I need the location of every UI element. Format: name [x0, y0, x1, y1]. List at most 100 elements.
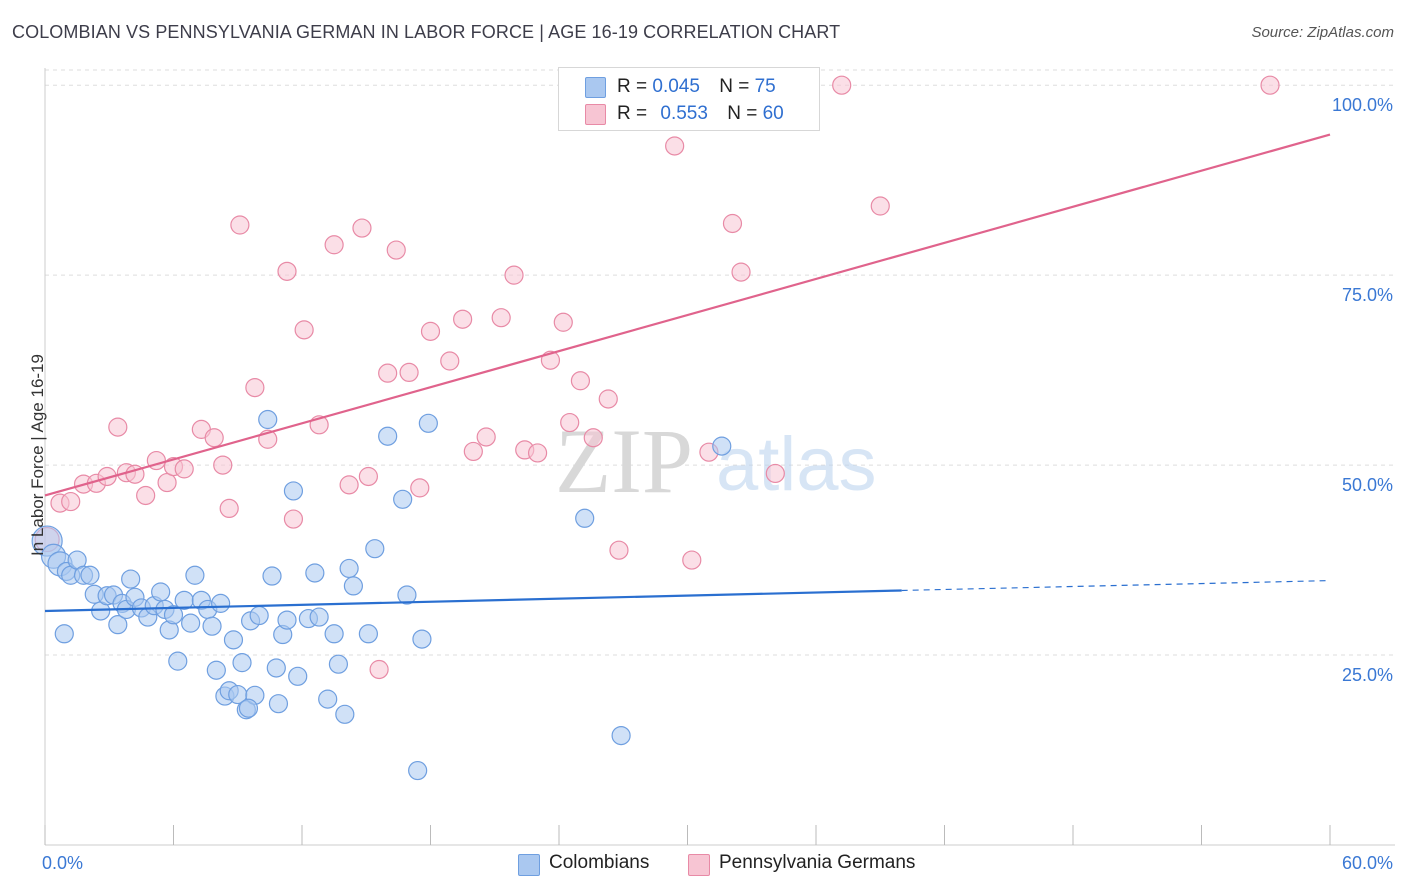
pa-german-point — [230, 215, 250, 235]
pa-german-point — [722, 213, 743, 234]
pa-german-point — [378, 363, 398, 383]
colombian-point — [262, 566, 282, 586]
pa-german-point — [570, 371, 591, 391]
pa-german-point — [136, 485, 156, 506]
n-value-pa-germans: 60 — [762, 103, 784, 124]
bottom-legend-colombians: Colombians — [549, 852, 650, 873]
tick-labels: 25.0% 50.0% 75.0% 100.0% 0.0% 60.0% — [42, 95, 1393, 873]
y-tick-label: 100.0% — [1332, 95, 1393, 115]
pa-german-point — [294, 320, 314, 340]
y-tick-label: 25.0% — [1342, 665, 1393, 685]
colombian-point — [288, 666, 308, 686]
colombian-trend-line — [44, 589, 902, 613]
n-label: N = — [727, 103, 758, 124]
colombian-point — [305, 563, 325, 583]
stats-legend: R = 0.045 N = 75 R = 0.553 N = 60 — [558, 67, 820, 131]
pa-german-point — [453, 309, 473, 329]
pa-german-point — [609, 540, 629, 560]
colombian-point — [151, 582, 171, 602]
colombian-point — [238, 698, 259, 718]
colombian-point — [318, 689, 338, 709]
n-label: N = — [719, 76, 750, 97]
pa-german-point — [339, 475, 359, 495]
colombian-point — [163, 605, 184, 625]
colombian-point — [328, 654, 349, 674]
colombian-point — [54, 624, 74, 644]
colombian-point — [121, 569, 141, 589]
y-tick-label: 50.0% — [1342, 475, 1393, 495]
pa-german-point — [682, 550, 702, 570]
pa-german-point — [731, 262, 751, 282]
bottom-legend-swatch-colombians — [518, 854, 540, 876]
pa-german-point — [204, 428, 224, 448]
colombian-point — [324, 624, 344, 644]
colombian-point — [418, 413, 438, 433]
pa-german-point — [245, 377, 265, 398]
pa-german-point — [870, 196, 890, 216]
n-value-colombians: 75 — [754, 76, 776, 97]
y-axis-label: In Labor Force | Age 16-19 — [28, 354, 47, 556]
colombian-point — [185, 565, 205, 585]
r-value-pa-germans: 0.553 — [660, 103, 708, 124]
chart-title: COLOMBIAN VS PENNSYLVANIA GERMAN IN LABO… — [12, 22, 841, 42]
pa-german-point — [476, 427, 496, 447]
pa-german-point — [369, 659, 389, 680]
colombian-point — [206, 660, 226, 680]
pa-german-point — [410, 478, 430, 498]
pa-german-point — [598, 389, 618, 409]
pa-german-point — [157, 472, 177, 493]
pa-german-point — [174, 459, 194, 479]
colombian-point — [249, 605, 269, 626]
source-label: Source: ZipAtlas.com — [1251, 24, 1394, 41]
pa-german-point — [463, 441, 483, 462]
pa-german-point — [219, 498, 239, 519]
trend-lines — [44, 133, 1331, 613]
colombian-point — [202, 616, 222, 636]
colombian-point — [258, 409, 278, 430]
legend-swatch-colombians — [585, 77, 606, 98]
pa-german-point — [527, 443, 548, 463]
y-tick-label: 75.0% — [1342, 285, 1393, 305]
colombian-point — [266, 658, 286, 678]
legend-row-pa-germans: R = 0.553 N = 60 — [617, 103, 784, 125]
colombian-point — [80, 565, 100, 585]
pa-german-trend-line — [44, 133, 1331, 497]
legend-swatch-pa-germans — [585, 104, 606, 125]
pa-german-point — [108, 417, 128, 437]
grid-lines — [45, 69, 1395, 656]
pa-german-point — [352, 218, 372, 238]
pa-german-point — [213, 455, 233, 475]
pa-german-point — [665, 136, 685, 156]
pa-german-point — [832, 75, 852, 95]
colombian-point — [223, 630, 244, 650]
pa-german-point — [583, 428, 603, 448]
pa-german-point — [560, 412, 580, 433]
pa-german-point — [1260, 75, 1280, 95]
r-value-colombians: 0.045 — [652, 76, 700, 97]
pa-german-point — [399, 362, 419, 383]
pa-german-point — [358, 466, 378, 487]
colombian-point — [408, 760, 428, 781]
colombian-point — [339, 558, 359, 579]
x-tick-label-min: 0.0% — [42, 853, 83, 873]
colombian-point — [309, 607, 329, 627]
colombian-trend-extension — [901, 579, 1331, 592]
bottom-legend-swatch-pa-germans — [688, 854, 710, 876]
pa-german-point — [765, 463, 785, 484]
pa-german-point — [61, 491, 81, 512]
colombian-point — [232, 653, 252, 673]
colombian-points — [31, 409, 732, 781]
pa-german-point — [491, 308, 511, 328]
colombian-point — [335, 704, 355, 724]
pa-german-point — [277, 261, 297, 281]
colombian-point — [378, 426, 398, 446]
colombian-point — [343, 576, 363, 596]
r-label: R = — [617, 103, 648, 124]
pa-german-point — [504, 265, 524, 285]
axes — [44, 68, 1395, 846]
colombian-point — [412, 629, 432, 649]
colombian-point — [393, 489, 413, 509]
colombian-point — [358, 624, 378, 644]
colombian-point — [181, 613, 201, 633]
